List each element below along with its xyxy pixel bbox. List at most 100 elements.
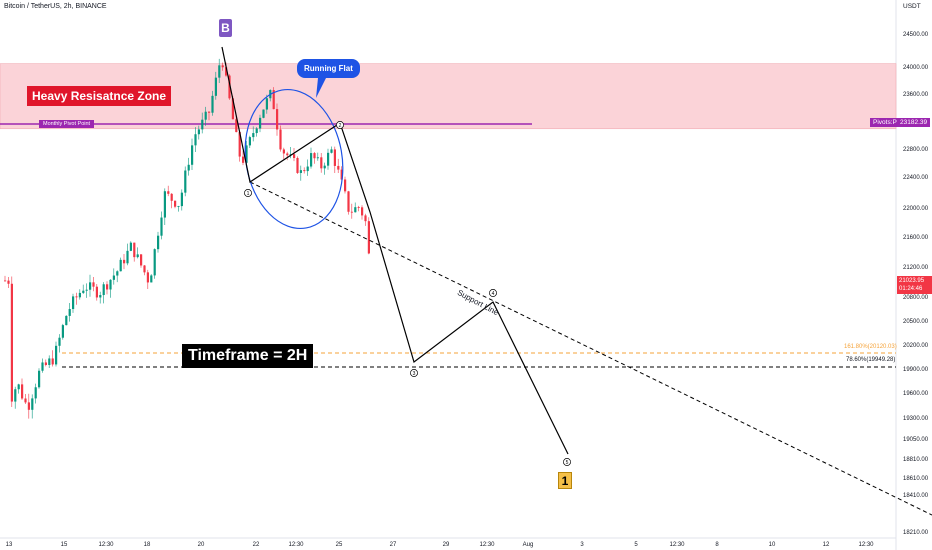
candle [65,315,68,326]
candle-body [337,165,340,170]
candle-body [187,164,190,171]
candle [92,277,95,292]
candle [119,257,122,272]
candle-body [7,280,10,284]
candle [208,111,211,121]
candle-body [106,284,109,290]
candle-body [160,217,163,236]
candle [320,153,323,173]
candle [293,148,296,162]
candle [313,152,316,164]
candle-body [259,117,262,129]
candle-body [252,133,255,138]
candle-body [89,282,92,290]
candle-body [167,191,170,194]
candle-body [143,265,146,273]
candle-body [364,215,367,222]
candle [327,148,330,170]
x-tick-label: 5 [634,542,638,548]
x-tick-label: 10 [769,542,776,548]
candle-body [214,77,217,96]
candle [133,242,136,262]
candle-body [68,309,71,316]
candle [333,146,336,174]
x-tick-label: Aug [523,542,534,548]
candle-body [99,295,102,298]
candle [316,152,319,161]
candle [204,106,207,126]
candle [61,323,64,340]
candle-body [191,145,194,165]
candle [44,359,47,367]
candle [58,334,61,353]
candle-body [218,65,221,78]
candle-body [133,242,136,258]
candle [27,393,30,419]
candle-body [286,153,289,156]
candle-body [306,166,309,172]
y-tick-label: 19900.00 [903,367,929,373]
candle [218,58,221,84]
candle-body [82,290,85,293]
candle [262,109,265,119]
wave-point-label: 5 [566,460,569,466]
candle [354,202,357,213]
y-tick-label: 19300.00 [903,416,929,422]
candle-body [208,111,211,113]
candle-body [296,157,299,173]
candle [78,289,81,300]
x-tick-label: 22 [253,542,260,548]
candle-body [136,254,139,258]
candle [112,268,115,285]
candle-body [235,119,238,133]
x-tick-label: 12:30 [858,542,874,548]
candle [306,159,309,176]
candle-body [262,109,265,118]
candle-body [109,279,112,290]
candle [72,293,75,313]
x-tick-label: 29 [443,542,450,548]
candles [4,58,370,419]
x-tick-label: 12:30 [98,542,114,548]
candle [177,205,180,212]
candle [41,358,44,373]
candle [272,87,275,110]
current-price-value: 21023.95 [899,278,925,284]
candle [201,112,204,134]
candle [55,341,58,367]
y-tick-label: 24000.00 [903,65,929,71]
x-tick-label: 15 [61,542,68,548]
candle [347,190,350,215]
candle-body [279,129,282,150]
candle [214,71,217,100]
y-tick-label: 19050.00 [903,437,929,443]
candle-body [150,275,153,283]
candle [265,94,268,114]
candle [259,114,262,133]
candle [299,165,302,181]
candle [140,253,143,268]
candle-body [75,296,78,298]
candle [10,276,13,407]
candle-body [248,137,251,146]
running-flat-callout: Running Flat [297,59,360,78]
candle [242,150,245,166]
candle [255,127,258,137]
candle-body [180,192,183,207]
candle-body [344,179,347,192]
candle [143,264,146,276]
candle-body [65,315,68,326]
x-tick-label: 12 [823,542,830,548]
candle-body [255,128,258,134]
candle-body [34,387,37,399]
pivot-axis-tag: Pivots:P [870,118,900,127]
candle-body [146,272,149,283]
candle [106,281,109,295]
monthly-pivot-label: Monthly Pivot Point [39,120,95,128]
candle-body [354,207,357,213]
candle [38,368,41,389]
candle-body [303,170,306,172]
candle-body [204,111,207,120]
candle [123,254,126,270]
